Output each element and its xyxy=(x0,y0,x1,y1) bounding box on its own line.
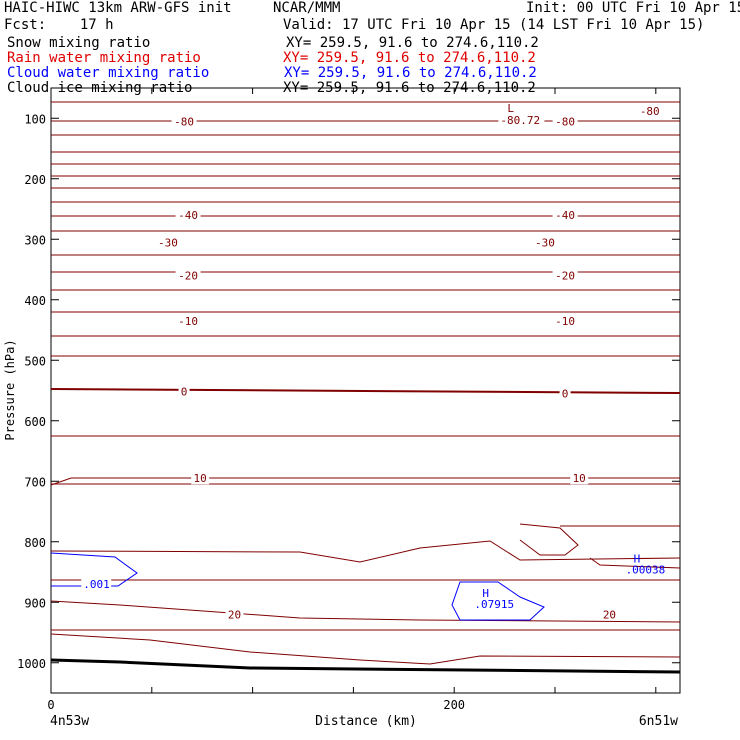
temperature-label-bg xyxy=(570,472,589,485)
temperature-label-bg xyxy=(171,115,197,128)
cloud-water-high-value: .07915 xyxy=(474,598,514,611)
temperature-contour xyxy=(50,388,681,394)
terrain-line xyxy=(50,658,681,674)
temperature-contour-label: -30 xyxy=(158,236,178,249)
temperature-label-bg xyxy=(191,472,210,485)
temperature-contour-label: -20 xyxy=(555,270,575,283)
plot-frame xyxy=(50,87,681,694)
x-tick-label: 200 xyxy=(443,698,465,712)
field-rain-label: Rain water mixing ratio xyxy=(7,50,201,66)
temperature-contour xyxy=(50,600,681,623)
y-tick-label: 500 xyxy=(24,354,46,368)
forecast-hour: Fcst: 17 h xyxy=(4,17,114,33)
y-tick-label: 400 xyxy=(24,294,46,308)
field-cloud-water-label: Cloud water mixing ratio xyxy=(7,65,210,81)
temperature-contour xyxy=(519,523,579,556)
low-symbol: L xyxy=(507,102,514,115)
field-snow-label: Snow mixing ratio xyxy=(7,35,151,51)
temperature-label-bg xyxy=(225,608,244,621)
temperature-contour-label: 0 xyxy=(562,388,569,401)
temperature-label-bg xyxy=(637,104,663,117)
field-cloud-ice-xy: XY= 259.5, 91.6 to 274.6,110.2 xyxy=(283,80,536,96)
init-time: Init: 00 UTC Fri 10 Apr 15 xyxy=(526,0,740,16)
temperature-label-bg xyxy=(175,269,201,282)
temperature-contour-label: -80 xyxy=(174,115,194,128)
y-tick-label: 600 xyxy=(24,415,46,429)
temperature-label-bg xyxy=(178,385,190,398)
cloud-water-contour xyxy=(451,581,545,621)
y-tick-label: 300 xyxy=(24,233,46,247)
temperature-contour-label: -10 xyxy=(555,315,575,328)
y-tick-label: 700 xyxy=(24,475,46,489)
y-tick-label: 100 xyxy=(24,112,46,126)
temperature-label-bg xyxy=(155,236,181,249)
temperature-contour-label: -10 xyxy=(178,315,198,328)
y-tick-label: 200 xyxy=(24,173,46,187)
cloud-water-high-symbol: H xyxy=(634,553,641,566)
model-title: HAIC-HIWC 13km ARW-GFS init xyxy=(4,0,232,16)
y-tick-label: 1000 xyxy=(17,657,46,671)
low-value: -80.72 xyxy=(500,114,540,127)
temperature-label-bg xyxy=(552,314,578,327)
temperature-contour-label: 20 xyxy=(228,608,241,621)
cloud-water-contour-label: .001 xyxy=(83,578,110,591)
cloud-water-high-value: .00038 xyxy=(626,564,666,577)
y-tick-label: 900 xyxy=(24,596,46,610)
x-right-location: 6n51w xyxy=(639,714,678,729)
temperature-contour-label: -80 xyxy=(555,115,575,128)
temperature-contour-label: -40 xyxy=(555,209,575,222)
temperature-contour-label: -40 xyxy=(178,209,198,222)
y-axis-title: Pressure (hPa) xyxy=(3,339,17,440)
temperature-contour-label: 10 xyxy=(573,472,586,485)
temperature-label-bg xyxy=(559,387,571,400)
temperature-contour-label: -20 xyxy=(178,270,198,283)
temperature-contour-label: 20 xyxy=(603,608,616,621)
temperature-label-bg xyxy=(600,608,619,621)
cloud-water-high-symbol: H xyxy=(482,587,489,600)
y-tick-label: 800 xyxy=(24,536,46,550)
x-left-location: 4n53w xyxy=(50,714,89,729)
temperature-label-bg xyxy=(175,209,201,222)
temperature-contour-label: -80 xyxy=(640,105,660,118)
x-axis-title: Distance (km) xyxy=(315,714,417,729)
temperature-label-bg xyxy=(552,269,578,282)
field-snow-xy: XY= 259.5, 91.6 to 274.6,110.2 xyxy=(286,35,539,51)
x-tick-label: 0 xyxy=(47,698,54,712)
temperature-contour xyxy=(50,540,681,563)
temperature-contour-label: -30 xyxy=(535,236,555,249)
temperature-label-bg xyxy=(532,236,558,249)
temperature-contour xyxy=(589,557,681,569)
low-value-bg xyxy=(498,114,545,126)
valid-time: Valid: 17 UTC Fri 10 Apr 15 (14 LST Fri … xyxy=(283,17,705,33)
field-rain-xy: XY= 259.5, 91.6 to 274.6,110.2 xyxy=(283,50,536,66)
temperature-label-bg xyxy=(175,314,201,327)
cloud-water-label-bg xyxy=(81,577,112,590)
temperature-label-bg xyxy=(552,115,578,128)
temperature-contour-label: 10 xyxy=(194,472,207,485)
temperature-contour xyxy=(50,477,680,486)
temperature-contour-label: 0 xyxy=(181,386,188,399)
organization: NCAR/MMM xyxy=(273,0,341,16)
temperature-contour xyxy=(50,633,681,665)
temperature-label-bg xyxy=(552,209,578,222)
field-cloud-water-xy: XY= 259.5, 91.6 to 274.6,110.2 xyxy=(284,65,537,81)
